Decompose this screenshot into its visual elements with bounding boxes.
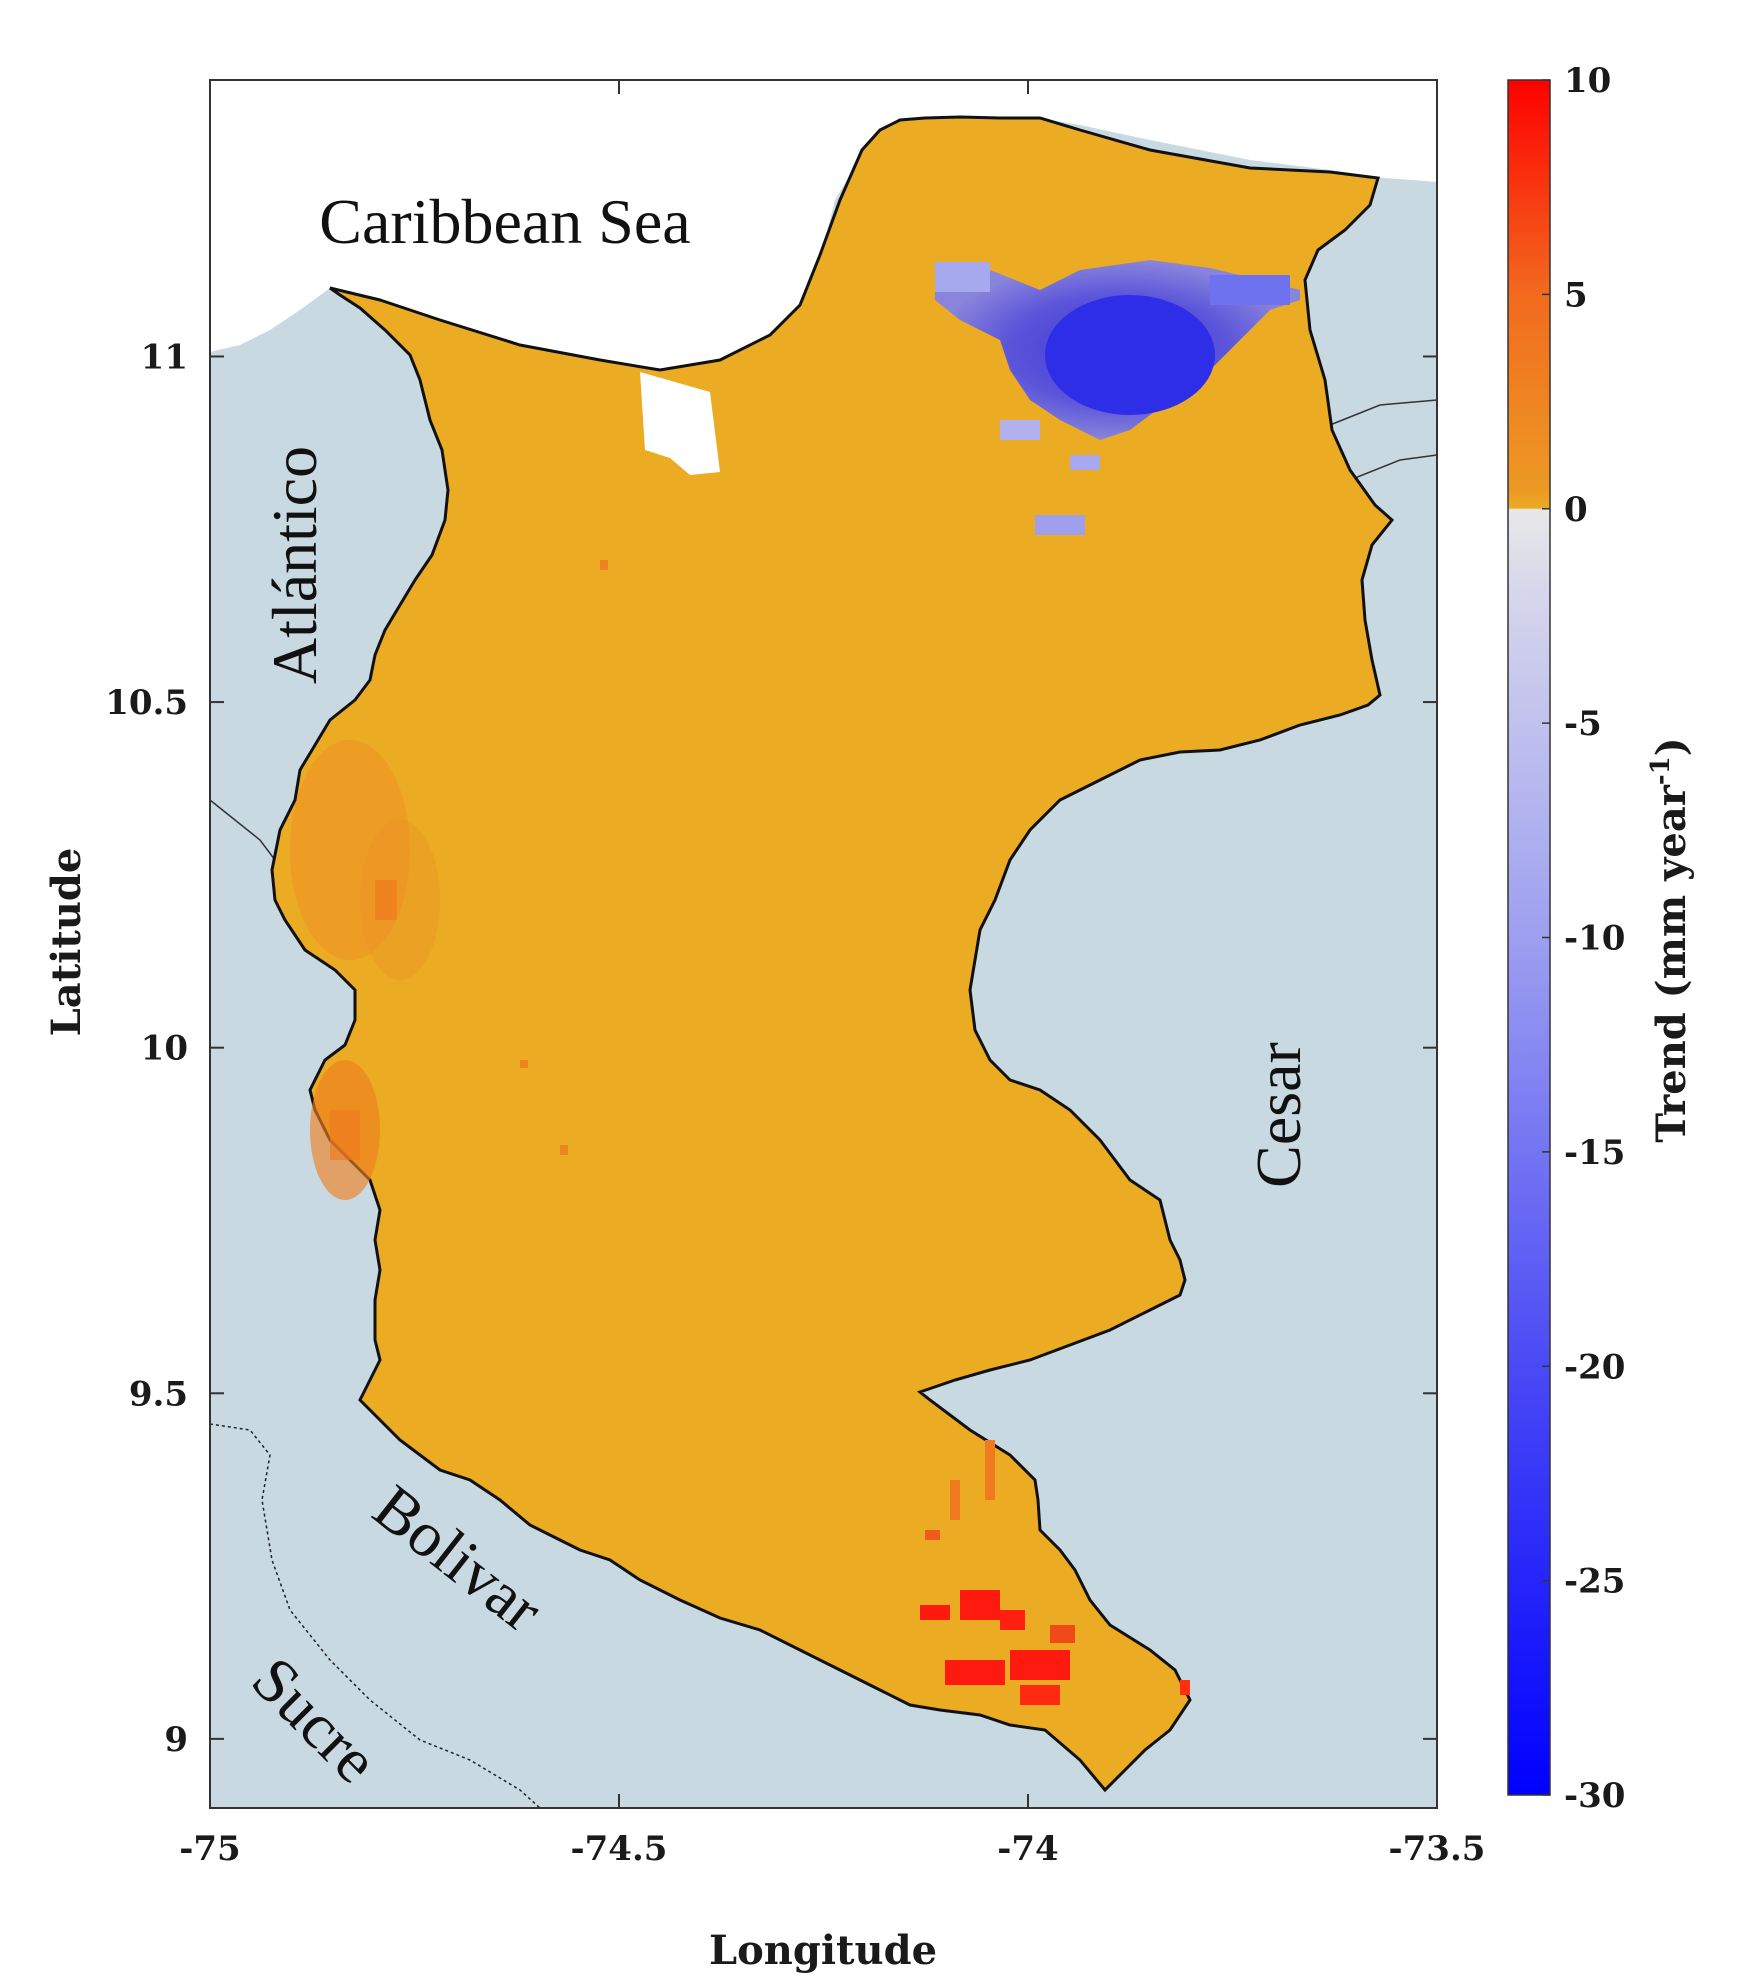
x-tick-label: -74 [997,1829,1058,1869]
colorbar-title: Trend (mm year-1) [1646,737,1695,1142]
y-tick-label: 10 [141,1029,188,1069]
label-cesar: Cesar [1243,1042,1314,1188]
colorbar-tick-label: -25 [1564,1562,1625,1602]
x-tick-label: -73.5 [1389,1829,1486,1869]
y-tick-label: 11 [141,337,188,377]
colorbar-tick-label: -30 [1564,1776,1625,1816]
axes-frame [209,79,1438,1809]
no-data-patch [640,372,720,475]
y-axis: 11 10.5 10 9.5 9 [105,337,1437,1760]
magdalena-region [270,115,1395,1793]
colorbar-ticks: 10 5 0 -5 -10 -15 -20 -25 -30 [1542,61,1625,1816]
colorbar-tick-label: -5 [1564,704,1602,744]
x-axis: -75 -74.5 -74 -73.5 [179,80,1485,1869]
positive-trend-west [290,560,608,1200]
colorbar-tick-label: 5 [1564,275,1588,315]
positive-trend-south [920,1440,1190,1705]
label-caribbean-sea: Caribbean Sea [319,186,690,257]
colorbar-tick-label: -20 [1564,1347,1625,1387]
colorbar-tick-label: 0 [1564,490,1588,530]
negative-trend-northeast [935,260,1300,535]
label-atlantico: Atlántico [259,446,330,684]
y-tick-label: 9 [164,1720,188,1760]
x-tick-label: -75 [179,1829,240,1869]
y-tick-label: 9.5 [129,1374,188,1414]
colorbar-tick-label: -10 [1564,919,1625,959]
y-tick-label: 10.5 [105,683,188,723]
caribbean-sea [210,80,1437,375]
x-tick-label: -74.5 [571,1829,668,1869]
colorbar-tick-label: 10 [1564,61,1611,101]
y-axis-title: Latitude [43,848,90,1037]
bolivar-sucre-border [210,1423,541,1808]
x-axis-title: Longitude [709,1927,937,1974]
colorbar-tick-label: -15 [1564,1133,1625,1173]
